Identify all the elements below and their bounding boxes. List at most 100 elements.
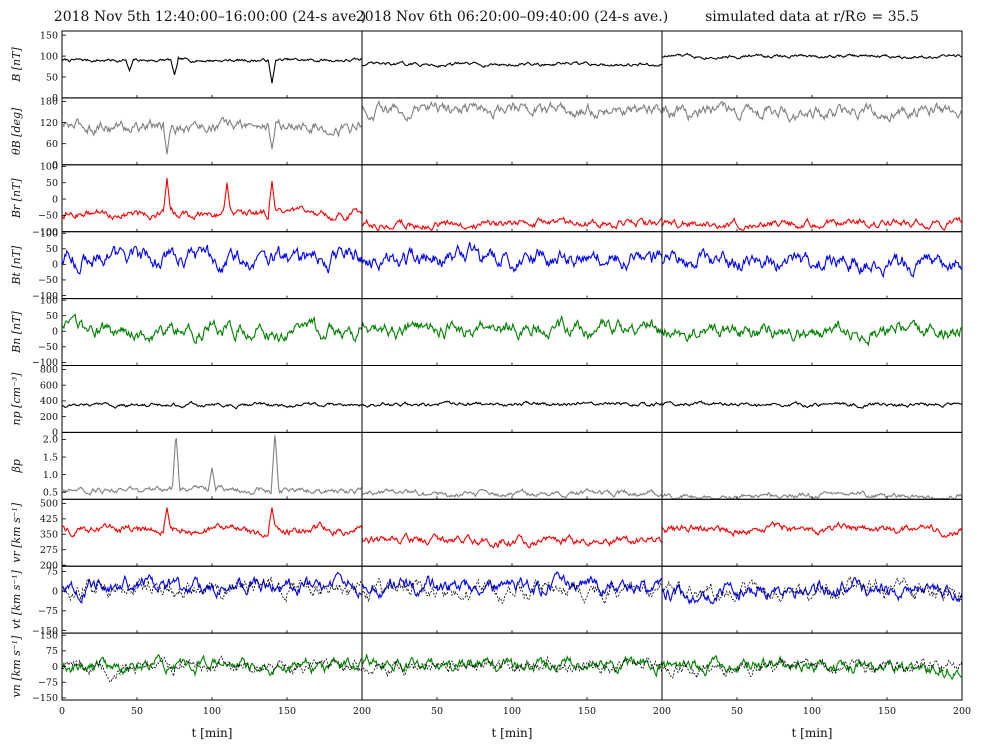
series-beta_p-col1	[61, 435, 363, 496]
ytick-label-beta_p-2: 1.5	[43, 452, 58, 463]
series-B-col1	[61, 55, 363, 84]
series-Br-col2	[361, 216, 663, 232]
series-vr-col1	[61, 507, 363, 538]
panel-theta_B: 0 60 120 180 θB [deg]	[10, 97, 963, 171]
series-vn-col1	[61, 653, 363, 677]
ytick-label-vr-1: 275	[40, 545, 58, 556]
panel-Bt: −100 −50 0 50 100 Bt [nT]	[10, 229, 963, 302]
ytick-label-Bt-2: 0	[52, 260, 58, 271]
ylabel-beta_p: βp	[10, 459, 23, 473]
x-axis-label-3: t [min]	[792, 726, 833, 740]
panel-vn: −150 −75 0 75 150 vn [km s⁻¹]	[10, 630, 963, 704]
ytick-label-vt-1: −75	[38, 606, 58, 617]
series-B-col2	[361, 60, 663, 68]
series-Bn-col1	[61, 312, 363, 345]
ylabel-theta_B: θB [deg]	[10, 107, 23, 155]
panel-Bn: −100 −50 0 50 100 Bn [nT]	[10, 295, 963, 369]
ytick-label-beta_p-0: 0.5	[43, 488, 58, 499]
ytick-label-Br-2: 0	[52, 194, 58, 205]
ytick-label-Bn-0: −100	[32, 358, 58, 369]
ylabel-Bn: Bn [nT]	[10, 311, 23, 354]
ytick-label-vt-2: 0	[52, 586, 58, 597]
panel-frame-Bt	[61, 231, 963, 300]
ytick-label-beta_p-3: 2.0	[43, 435, 58, 446]
ylabel-B: B [nT]	[10, 46, 23, 82]
ytick-label-np-0: 0	[52, 428, 58, 439]
series-Br-col1	[61, 177, 363, 222]
series-np-col3	[661, 400, 963, 409]
ylabel-vt: vt [km s⁻¹]	[10, 569, 23, 629]
ytick-label-vr-3: 425	[40, 514, 58, 525]
ytick-label-Br-4: 100	[40, 162, 58, 173]
ytick-label-theta_B-1: 60	[46, 139, 58, 150]
series-Bt-col3	[661, 247, 963, 279]
panel-frame-beta_p	[61, 431, 963, 500]
series-theta_B-col3	[661, 100, 963, 124]
series-np-col2	[361, 400, 663, 408]
series-vt-dashed-col1	[61, 576, 363, 603]
xtick-label-col1-3: 150	[278, 706, 296, 717]
ytick-label-vn-0: −150	[32, 693, 58, 704]
column-titles: 2018 Nov 5th 12:40:00–16:00:00 (24-s ave…	[54, 9, 919, 25]
ytick-label-np-2: 400	[40, 396, 58, 407]
ytick-label-Bn-4: 100	[40, 295, 58, 306]
series-theta_B-col1	[61, 116, 363, 155]
series-np-col1	[62, 400, 363, 410]
series-vr-col2	[361, 532, 663, 549]
ytick-label-B-1: 50	[46, 72, 58, 83]
ytick-label-Bn-1: −50	[38, 342, 58, 353]
ytick-label-vn-4: 150	[40, 630, 58, 641]
ytick-label-vn-1: −75	[38, 678, 58, 689]
series-beta_p-col2	[361, 487, 663, 499]
series-vt-col2	[361, 571, 663, 600]
xtick-label-col3-0: 50	[731, 706, 743, 717]
ylabel-np: np [cm⁻³]	[10, 372, 23, 426]
ytick-label-Br-3: 50	[46, 178, 58, 189]
ytick-label-Bn-2: 0	[52, 327, 58, 338]
xtick-label-col3-1: 100	[803, 706, 821, 717]
ytick-label-vr-4: 500	[40, 499, 58, 510]
panel-B: 0 50 100 150 B [nT]	[10, 30, 963, 104]
ytick-label-Bt-4: 100	[40, 229, 58, 240]
xtick-label-col1-2: 100	[203, 706, 221, 717]
ytick-label-B-2: 100	[40, 51, 58, 62]
ytick-label-Bt-0: −100	[32, 291, 58, 302]
series-vt-col3	[661, 577, 963, 606]
xtick-label-col2-2: 150	[578, 706, 596, 717]
x-axis-label-2: t [min]	[492, 726, 533, 740]
panel-frame-np	[61, 365, 963, 433]
series-vn-col3	[661, 655, 963, 680]
x-axis: t [min] t [min] t [min] 0 50 100 150 200 50 10…	[59, 706, 971, 740]
panel-vt: −150 −75 0 75 vt [km s⁻¹]	[10, 565, 963, 637]
ytick-label-np-4: 800	[40, 365, 58, 376]
series-Bn-col3	[661, 319, 963, 347]
series-Bt-col1	[61, 244, 363, 275]
xtick-label-col1-4: 200	[353, 706, 371, 717]
ytick-label-vr-0: 200	[40, 560, 58, 571]
xtick-label-col1-1: 50	[131, 706, 143, 717]
x-axis-label-1: t [min]	[192, 726, 233, 740]
ytick-label-B-3: 150	[40, 30, 58, 41]
series-Br-col3	[661, 216, 963, 232]
panels: 0 50 100 150 B [nT] 0 60 120 180 θB [deg] −100 −50 0…	[10, 30, 963, 704]
panel-frame-Bn	[61, 298, 963, 367]
ylabel-vr: vr [km s⁻¹]	[10, 502, 23, 563]
panel-beta_p: 0.5 1.0 1.5 2.0 βp	[10, 431, 963, 500]
ylabel-Bt: Bt [nT]	[10, 245, 23, 286]
ytick-label-theta_B-3: 180	[40, 97, 58, 108]
ytick-label-beta_p-1: 1.0	[43, 470, 58, 481]
ytick-label-theta_B-2: 120	[40, 118, 58, 129]
panel-frame-B	[61, 30, 963, 99]
panel-frame-vt	[61, 565, 963, 634]
series-B-col3	[661, 52, 963, 60]
ylabel-vn: vn [km s⁻¹]	[10, 635, 23, 698]
ytick-label-Br-1: −50	[38, 211, 58, 222]
ytick-label-B-0: 0	[52, 93, 58, 104]
xtick-label-col2-1: 100	[503, 706, 521, 717]
panel-np: 0 200 400 600 800 np [cm⁻³]	[10, 365, 963, 439]
series-Bn-col2	[361, 314, 663, 342]
ylabel-Br: Br [nT]	[10, 178, 23, 220]
panel-Br: −100 −50 0 50 100 Br [nT]	[10, 162, 963, 238]
ytick-label-Bt-1: −50	[38, 275, 58, 286]
